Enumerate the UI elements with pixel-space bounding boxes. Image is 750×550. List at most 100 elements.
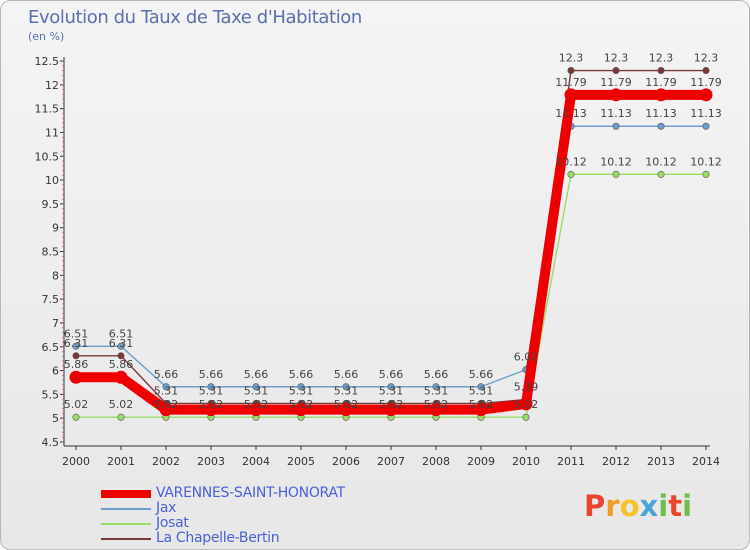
data-label-la-chapelle-bertin: 5.31 <box>424 384 449 397</box>
series-line-varennes-saint-honorat <box>71 89 711 415</box>
series-point-varennes-saint-honorat <box>339 403 353 417</box>
data-label-la-chapelle-bertin: 5.31 <box>469 384 494 397</box>
data-label-la-chapelle-bertin: 5.31 <box>289 384 314 397</box>
y-tick-label: 5 <box>52 412 59 425</box>
series-point-josat <box>567 170 575 178</box>
series-point-jax <box>477 383 485 391</box>
data-label-josat: 5.02 <box>469 398 494 411</box>
y-tick-label: 10.5 <box>35 150 60 163</box>
legend-swatch-varennes <box>101 490 151 498</box>
legend-label-varennes: VARENNES-SAINT-HONORAT <box>156 485 345 501</box>
logo-letter-i: i <box>658 489 669 523</box>
series-point-la-chapelle-bertin <box>72 352 80 360</box>
y-tick-label: 9.5 <box>42 198 60 211</box>
data-label-jax: 6.51 <box>64 327 89 340</box>
series-point-jax <box>252 383 260 391</box>
data-label-josat: 5.02 <box>64 398 89 411</box>
series-point-jax <box>162 383 170 391</box>
x-tick-label: 2000 <box>62 455 90 468</box>
x-tick-label: 2008 <box>422 455 450 468</box>
x-tick-label: 2012 <box>602 455 630 468</box>
series-point-josat <box>612 170 620 178</box>
data-label-jax: 5.66 <box>379 368 404 381</box>
series-point-varennes-saint-honorat <box>114 370 128 384</box>
y-tick-label: 11 <box>45 126 59 139</box>
data-label-josat: 5.02 <box>424 398 449 411</box>
series-point-josat <box>657 170 665 178</box>
series-point-josat <box>72 413 80 421</box>
series-point-jax <box>117 342 125 350</box>
series-point-varennes-saint-honorat <box>564 88 578 102</box>
data-label-la-chapelle-bertin: 12.3 <box>694 52 719 65</box>
legend-label-jax: Jax <box>156 500 177 516</box>
y-tick-label: 9 <box>52 222 59 235</box>
logo-letter-p: P <box>584 489 606 523</box>
legend-label-la-chapelle-bertin: La Chapelle-Bertin <box>156 530 280 546</box>
y-tick-label: 7 <box>52 317 59 330</box>
y-tick-label: 4.5 <box>42 436 60 449</box>
series-point-jax <box>657 122 665 130</box>
series-point-josat <box>117 413 125 421</box>
y-tick-label: 10 <box>45 174 59 187</box>
data-label-varennes-saint-honorat: 11.79 <box>645 76 677 89</box>
logo-letter-x: x <box>639 489 659 523</box>
data-label-josat: 5.02 <box>334 398 359 411</box>
y-tick-label: 12.5 <box>35 55 60 68</box>
series-point-varennes-saint-honorat <box>519 397 533 411</box>
series-point-varennes-saint-honorat <box>609 88 623 102</box>
x-tick-label: 2009 <box>467 455 495 468</box>
series-point-la-chapelle-bertin <box>117 352 125 360</box>
series-point-josat <box>522 413 530 421</box>
data-label-jax: 5.66 <box>469 368 494 381</box>
y-tick-label: 6.5 <box>42 341 60 354</box>
y-tick-label: 12 <box>45 79 59 92</box>
x-tick-label: 2001 <box>107 455 135 468</box>
x-tick-label: 2010 <box>512 455 540 468</box>
data-label-josat: 10.12 <box>600 155 632 168</box>
series-point-varennes-saint-honorat <box>204 403 218 417</box>
series-point-varennes-saint-honorat <box>384 403 398 417</box>
series-point-varennes-saint-honorat <box>159 403 173 417</box>
data-label-josat: 10.12 <box>555 155 587 168</box>
y-tick-label: 5.5 <box>42 388 60 401</box>
series-point-varennes-saint-honorat <box>294 403 308 417</box>
proxiti-logo: Proxiti <box>584 489 692 523</box>
x-tick-label: 2007 <box>377 455 405 468</box>
data-label-josat: 5.02 <box>199 398 224 411</box>
data-label-jax: 5.66 <box>424 368 449 381</box>
x-tick-label: 2004 <box>242 455 270 468</box>
data-label-varennes-saint-honorat: 11.79 <box>690 76 722 89</box>
data-label-la-chapelle-bertin: 6.31 <box>64 337 89 350</box>
data-label-jax: 5.66 <box>334 368 359 381</box>
data-label-la-chapelle-bertin: 5.31 <box>154 384 179 397</box>
logo-letter-o: o <box>619 489 640 523</box>
y-tick-label: 6 <box>52 365 59 378</box>
y-tick-label: 8 <box>52 269 59 282</box>
x-tick-label: 2011 <box>557 455 585 468</box>
data-label-jax: 6.51 <box>109 327 134 340</box>
y-axis-label: (en %) <box>28 30 65 43</box>
legend-swatch-jax <box>101 508 151 510</box>
legend-swatch-la-chapelle-bertin <box>101 538 151 540</box>
data-label-la-chapelle-bertin: 5.31 <box>244 384 269 397</box>
data-label-varennes-saint-honorat: 5.86 <box>109 358 134 371</box>
data-label-jax: 5.66 <box>289 368 314 381</box>
series-point-varennes-saint-honorat <box>429 403 443 417</box>
x-tick-label: 2006 <box>332 455 360 468</box>
logo-letter-t: t <box>668 489 683 523</box>
data-label-josat: 10.12 <box>690 155 722 168</box>
data-label-josat: 5.02 <box>514 398 539 411</box>
series-point-la-chapelle-bertin <box>702 67 710 75</box>
series-point-varennes-saint-honorat <box>69 370 83 384</box>
data-label-josat: 10.12 <box>645 155 677 168</box>
series-point-jax <box>297 383 305 391</box>
series-point-jax <box>387 383 395 391</box>
series-line-la-chapelle-bertin <box>75 69 707 405</box>
y-tick-label: 8.5 <box>42 246 60 259</box>
data-label-josat: 5.02 <box>379 398 404 411</box>
data-label-josat: 5.02 <box>289 398 314 411</box>
legend-label-josat: Josat <box>156 515 189 531</box>
series-point-varennes-saint-honorat <box>654 88 668 102</box>
